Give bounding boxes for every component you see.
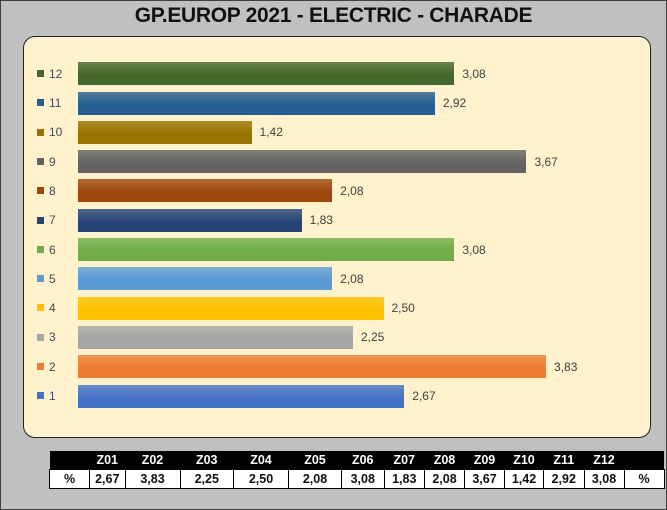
bar-5 xyxy=(78,267,333,291)
legend-item: 12 xyxy=(37,67,62,81)
legend-swatch xyxy=(37,392,44,400)
table-cell: 3,83 xyxy=(124,469,181,489)
legend-label: 1 xyxy=(49,389,56,403)
data-label: 3,08 xyxy=(462,66,486,81)
legend-item: 7 xyxy=(37,213,56,227)
data-label: 2,25 xyxy=(360,330,385,345)
bar-4 xyxy=(78,296,384,320)
legend-item: 3 xyxy=(37,330,56,344)
data-label: 2,08 xyxy=(340,271,364,286)
legend-item: 11 xyxy=(37,96,61,110)
data-label: 3,08 xyxy=(462,242,486,257)
bar-1 xyxy=(78,384,405,408)
legend-label: 5 xyxy=(49,271,56,286)
bar-12 xyxy=(78,62,455,86)
legend-swatch xyxy=(37,187,44,195)
table-cell: 2,67 xyxy=(89,469,126,489)
legend-label: 7 xyxy=(49,213,56,228)
data-label: 2,92 xyxy=(442,96,467,110)
table-header-cell: Z03 xyxy=(180,451,234,470)
legend-swatch xyxy=(37,157,44,165)
data-label: 2,50 xyxy=(391,301,415,316)
data-label: 2,67 xyxy=(412,389,436,403)
data-label: 3,67 xyxy=(534,154,558,169)
legend-item: 10 xyxy=(37,125,62,139)
legend-swatch xyxy=(37,333,44,341)
table-header-cell: Z06 xyxy=(341,451,384,470)
legend-swatch xyxy=(37,245,44,253)
table-cell: 3,67 xyxy=(464,469,505,489)
table-cell: 3,08 xyxy=(341,469,385,489)
legend-swatch xyxy=(37,128,44,136)
table-header-cell: Z05 xyxy=(288,451,342,470)
legend-item: 4 xyxy=(37,301,56,315)
data-label: 1,42 xyxy=(259,125,283,140)
bar-10 xyxy=(78,120,252,144)
table-cell: 2,08 xyxy=(288,469,342,489)
bar-9 xyxy=(78,150,527,174)
legend-swatch xyxy=(37,275,44,283)
legend-item: 6 xyxy=(37,243,56,257)
legend-label: 6 xyxy=(49,242,56,257)
bar-8 xyxy=(78,179,333,203)
table-header-cell: Z10 xyxy=(504,451,544,470)
bar-11 xyxy=(78,91,435,115)
data-table: Z01 Z02 Z03 Z04 Z05 Z06 Z07 Z08 Z09 Z10 Z11 Z12 % 2,… xyxy=(49,451,665,489)
legend-item: 5 xyxy=(37,272,56,286)
table-header-corner-end xyxy=(624,451,664,470)
legend-item: 9 xyxy=(37,155,56,169)
table-cell: 2,25 xyxy=(179,469,234,489)
table-header-cell: Z11 xyxy=(543,451,584,470)
legend-item: 1 xyxy=(37,389,56,403)
table-header-cell: Z04 xyxy=(233,451,289,470)
bar-3 xyxy=(78,325,353,349)
legend-swatch xyxy=(37,216,44,224)
legend-label: 3 xyxy=(49,330,56,345)
legend-swatch xyxy=(37,99,44,107)
legend-label: 11 xyxy=(49,96,62,110)
table-cell: 2,92 xyxy=(543,469,585,489)
data-label: 1,83 xyxy=(309,213,333,228)
legend-swatch xyxy=(37,363,44,371)
table-header-corner xyxy=(49,451,90,470)
bar-6 xyxy=(78,238,455,261)
table-header-cell: Z01 xyxy=(89,451,125,470)
bar-2 xyxy=(78,355,547,379)
legend-item: 2 xyxy=(37,360,56,374)
table-cell: 1,42 xyxy=(504,469,544,489)
data-label: 2,08 xyxy=(340,183,364,198)
table-header-cell: Z08 xyxy=(424,451,465,470)
legend-label: 12 xyxy=(49,66,63,81)
table-header-cell: Z02 xyxy=(125,451,180,470)
legend-item: 8 xyxy=(37,184,56,198)
table-row-label-end: % xyxy=(623,469,665,489)
legend-label: 9 xyxy=(49,154,56,169)
table-cell: 2,50 xyxy=(233,469,289,489)
table-cell: 1,83 xyxy=(383,469,425,489)
legend-swatch xyxy=(37,304,44,312)
table-cell: 2,08 xyxy=(424,469,465,489)
data-label: 3,83 xyxy=(554,359,578,374)
legend-label: 10 xyxy=(49,125,63,140)
legend-label: 8 xyxy=(49,183,56,198)
table-row-label: % xyxy=(49,469,90,489)
table-header-cell: Z09 xyxy=(464,451,505,470)
table-cell: 3,08 xyxy=(583,469,625,489)
legend-label: 2 xyxy=(49,359,56,374)
chart-title: GP.EUROP 2021 - ELECTRIC - CHARADE xyxy=(134,4,533,27)
table-header-cell: Z07 xyxy=(384,451,425,470)
table-header-cell: Z12 xyxy=(584,451,624,470)
bar-7 xyxy=(78,208,302,232)
legend-label: 4 xyxy=(49,301,56,316)
legend-swatch xyxy=(37,70,44,78)
